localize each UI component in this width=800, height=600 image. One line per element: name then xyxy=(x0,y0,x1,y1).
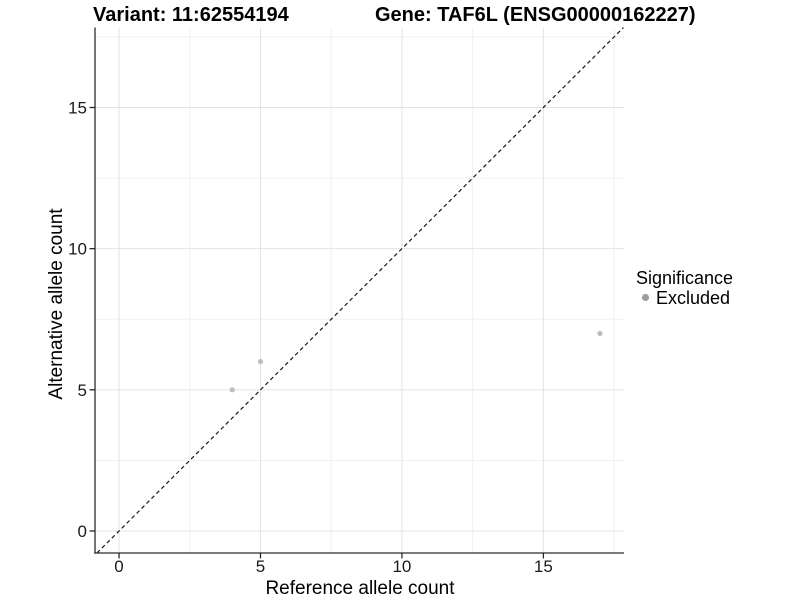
legend: Significance Excluded xyxy=(636,268,733,308)
grid-major-lines xyxy=(95,27,624,553)
x-tick-label: 5 xyxy=(256,557,265,576)
axis-tick-labels: 0 5 10 15 0 5 10 15 xyxy=(68,98,553,576)
data-point xyxy=(229,387,235,393)
legend-title: Significance xyxy=(636,268,733,288)
axis-tick-marks xyxy=(89,106,545,559)
legend-key-excluded-dot-icon xyxy=(641,293,650,302)
x-axis-title: Reference allele count xyxy=(265,578,455,599)
y-tick-label: 0 xyxy=(78,522,87,541)
x-tick-label: 10 xyxy=(392,557,411,576)
legend-label-excluded: Excluded xyxy=(656,288,730,308)
data-point xyxy=(257,358,264,365)
x-tick-label: 0 xyxy=(114,557,123,576)
data-points xyxy=(229,330,603,393)
plot-title-gene: Gene: TAF6L (ENSG00000162227) xyxy=(375,4,696,26)
plot-title-variant: Variant: 11:62554194 xyxy=(93,4,290,26)
y-axis-title: Alternative allele count xyxy=(46,208,67,400)
y-tick-label: 15 xyxy=(68,98,87,117)
grid-minor-lines xyxy=(95,27,624,553)
identity-line xyxy=(96,27,624,554)
identity-reference-line xyxy=(96,27,624,554)
y-tick-label: 10 xyxy=(68,240,87,259)
y-tick-label: 5 xyxy=(78,381,87,400)
data-point xyxy=(597,330,603,336)
x-tick-label: 15 xyxy=(534,557,553,576)
